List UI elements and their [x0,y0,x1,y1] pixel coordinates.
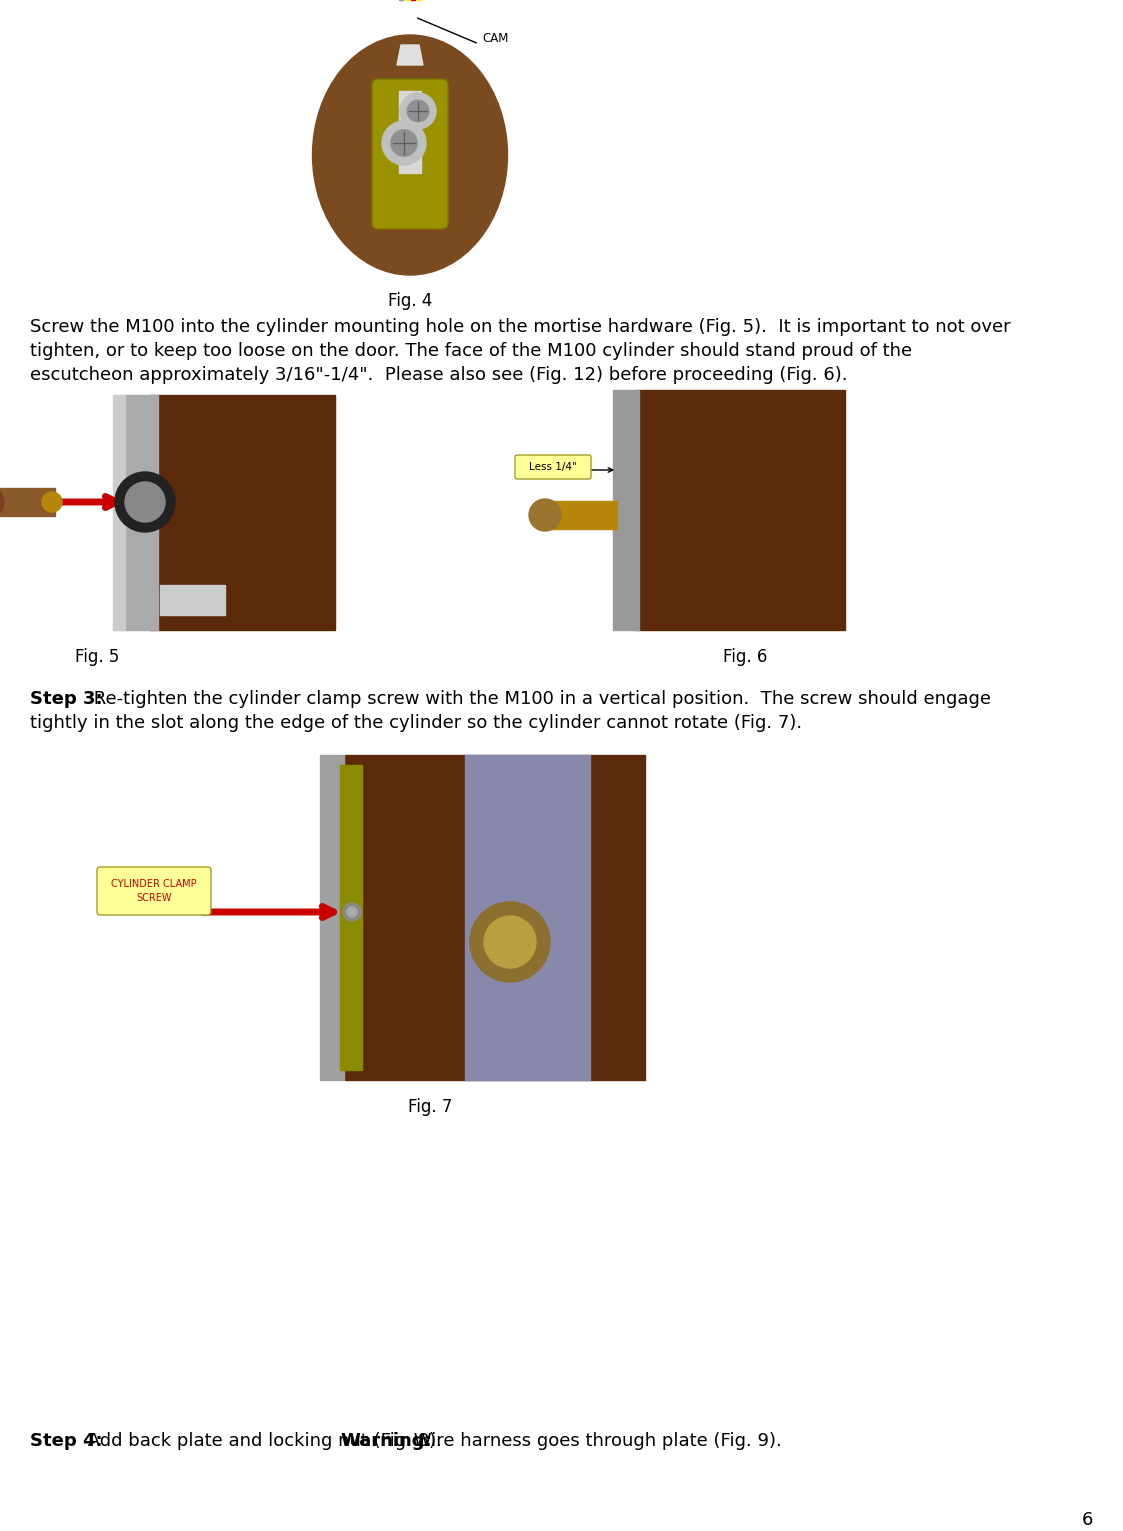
Bar [320,755,344,1079]
Text: tighten, or to keep too loose on the door. The face of the M100 cylinder should : tighten, or to keep too loose on the doo… [30,341,912,360]
Circle shape [484,916,536,968]
Bar [159,585,225,615]
Bar [613,390,639,629]
Circle shape [400,93,436,129]
Circle shape [115,472,175,531]
Text: Step 4:: Step 4: [30,1431,102,1450]
Circle shape [471,902,550,981]
Polygon shape [398,44,423,64]
Circle shape [382,121,426,165]
Text: Fig. 7: Fig. 7 [408,1098,453,1116]
Text: Screw the M100 into the cylinder mounting hole on the mortise hardware (Fig. 5).: Screw the M100 into the cylinder mountin… [30,318,1011,335]
Bar [399,90,421,173]
Text: Fig. 5: Fig. 5 [75,648,119,666]
Text: 6: 6 [1081,1511,1093,1529]
FancyBboxPatch shape [515,455,591,479]
Circle shape [42,491,62,511]
Text: escutcheon approximately 3/16"-1/4".  Please also see (Fig. 12) before proceedin: escutcheon approximately 3/16"-1/4". Ple… [30,366,848,384]
Bar [150,395,335,629]
Circle shape [0,485,4,517]
Text: Warning:: Warning: [340,1431,431,1450]
Bar [120,395,158,629]
Text: CAM: CAM [482,32,509,44]
FancyBboxPatch shape [372,80,448,230]
Bar [547,501,617,530]
Text: Fig. 6: Fig. 6 [723,648,767,666]
Text: CYLINDER CLAMP
SCREW: CYLINDER CLAMP SCREW [111,879,197,903]
Ellipse shape [312,35,508,276]
Text: Step 3:: Step 3: [30,690,102,707]
Circle shape [343,903,360,922]
Circle shape [125,482,165,522]
Circle shape [391,130,418,156]
Circle shape [408,100,429,122]
Text: tightly in the slot along the edge of the cylinder so the cylinder cannot rotate: tightly in the slot along the edge of th… [30,713,802,732]
Text: Add back plate and locking nut (Fig. 8).: Add back plate and locking nut (Fig. 8). [82,1431,447,1450]
Text: Fig. 4: Fig. 4 [387,292,432,309]
Text: Wire harness goes through plate (Fig. 9).: Wire harness goes through plate (Fig. 9)… [408,1431,782,1450]
Bar [465,755,590,1079]
Bar [634,390,844,629]
Text: Less 1/4": Less 1/4" [529,462,577,472]
Bar [340,766,362,1070]
Bar [0,488,55,516]
Circle shape [529,499,562,531]
Circle shape [347,906,357,917]
Text: Re-tighten the cylinder clamp screw with the M100 in a vertical position.  The s: Re-tighten the cylinder clamp screw with… [88,690,990,707]
FancyBboxPatch shape [97,867,211,916]
Bar [113,395,125,629]
Bar [345,755,645,1079]
